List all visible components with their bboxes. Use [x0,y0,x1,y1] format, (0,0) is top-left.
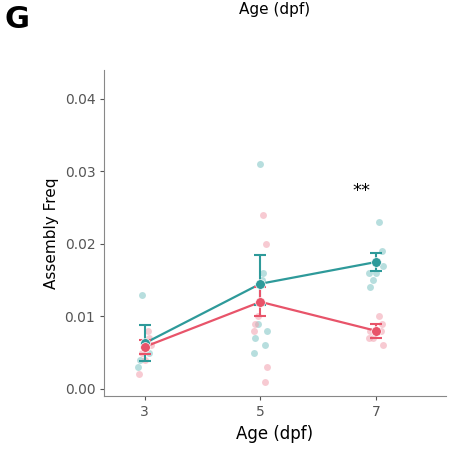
Point [260,211,267,219]
Point [250,327,257,335]
Point [138,349,146,356]
Point [137,356,144,363]
Point [261,342,269,349]
Point [366,327,374,335]
Point [373,258,380,266]
Point [261,378,269,385]
Point [263,240,270,247]
Point [260,269,267,277]
Point [141,343,148,350]
Point [365,335,373,342]
Point [373,269,380,277]
Text: Age (dpf): Age (dpf) [239,2,310,17]
Point [138,291,146,298]
Point [369,335,377,342]
Point [141,356,148,363]
Point [256,298,264,306]
Point [134,363,142,371]
Point [379,342,387,349]
Point [264,327,271,335]
Point [144,327,152,335]
Point [141,339,148,347]
Point [366,284,374,291]
Point [146,335,153,342]
Point [251,320,258,327]
Point [373,327,380,335]
Point [254,313,261,320]
Point [135,370,143,378]
Point [250,349,257,356]
Point [256,298,264,306]
Point [256,280,264,288]
Point [258,276,266,284]
Point [377,327,384,335]
Point [375,219,383,226]
Text: **: ** [353,182,371,200]
Point [373,327,380,335]
Point [142,342,150,349]
Point [375,313,383,320]
Point [365,269,373,277]
Point [146,349,153,356]
Point [254,320,261,327]
Point [147,342,155,349]
X-axis label: Age (dpf): Age (dpf) [237,425,313,443]
Point [379,262,387,269]
Point [264,363,271,371]
Y-axis label: Assembly Freq: Assembly Freq [44,177,59,289]
Point [378,320,386,327]
Text: G: G [5,5,30,34]
Point [369,276,377,284]
Point [251,335,258,342]
Point [378,247,386,255]
Point [256,160,264,168]
